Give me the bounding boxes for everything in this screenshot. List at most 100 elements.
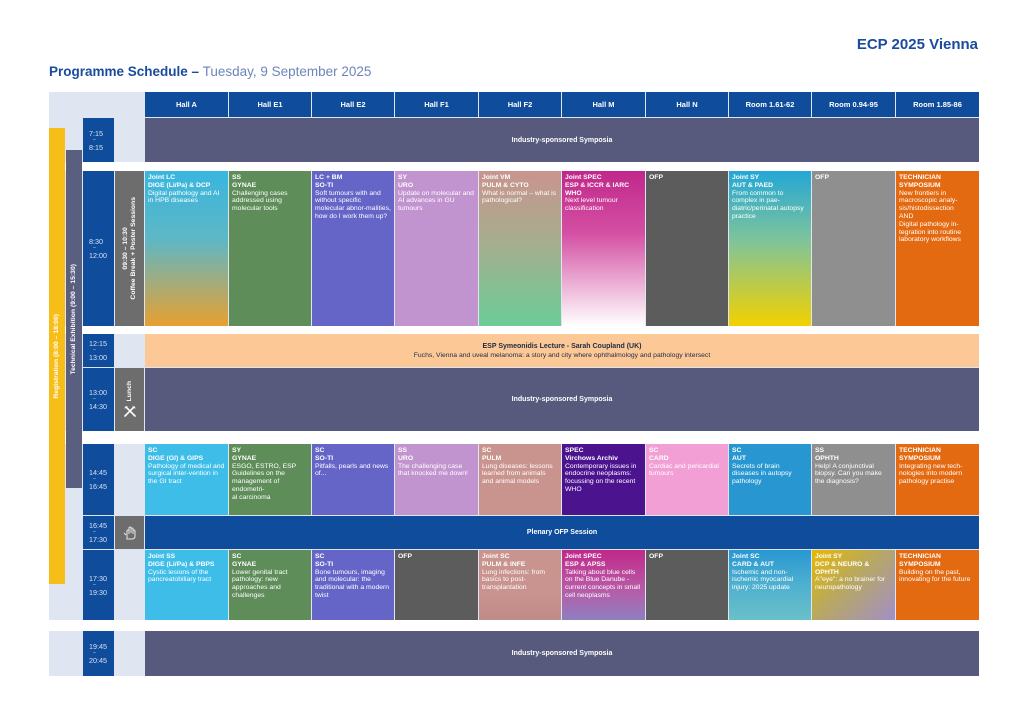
time-dash: – [93, 245, 96, 251]
session-cell[interactable]: Joint LC DIGE (Li/Pa) & DCP Digital path… [145, 171, 228, 326]
time-start: 14:45 [89, 468, 107, 477]
session-description: Help! A conjunctival biopsy. Can you mak… [815, 462, 882, 486]
session-cell[interactable]: OFP [812, 171, 895, 326]
row-separator [49, 620, 979, 631]
session-description: Cystic lesions of the pancreatobiliary t… [148, 568, 212, 584]
row-separator [49, 162, 979, 171]
session-description: The challenging case that knocked me dow… [398, 462, 468, 478]
session-tag: TECHNICIAN SYMPOSIUM [899, 174, 941, 189]
hall-header: Hall E1 [229, 92, 311, 117]
session-cell[interactable]: OFP [395, 550, 478, 620]
session-cell[interactable]: SC CARD Cardiac and pericardial tumours [646, 444, 728, 515]
session-tag: Joint SC PULM & INFE [482, 553, 526, 568]
hall-header: Room 1.85-86 [896, 92, 979, 117]
page-title: Programme Schedule – Tuesday, 9 Septembe… [49, 64, 371, 79]
time-end: 13:00 [89, 353, 107, 362]
session-tag: SPEC Virchows Archiv [565, 447, 618, 462]
session-tag: TECHNICIAN SYMPOSIUM [899, 553, 941, 568]
session-cell[interactable]: Joint SPEC ESP & APSS Talking about blue… [562, 550, 645, 620]
hall-header: Hall N [646, 92, 728, 117]
session-tag: SC SO-TI [315, 553, 334, 568]
time-slot: 16:45 – 17:30 [83, 516, 114, 549]
session-cell[interactable]: Joint SC CARD & AUT Ischemic and non-isc… [729, 550, 811, 620]
hand-raise-icon [123, 525, 135, 539]
time-slot: 8:30 – 12:00 [83, 171, 114, 326]
registration-label: Registration (8:00 – 18:00) [53, 313, 60, 399]
session-cell[interactable]: Joint SY DCP & NEURO & OPHTH A"eye": a n… [812, 550, 895, 620]
session-description: From common to complex in pae-diatric/pe… [732, 189, 804, 220]
session-cell[interactable]: SS URO The challenging case that knocked… [395, 444, 478, 515]
hall-header: Hall F2 [479, 92, 561, 117]
time-end: 16:45 [89, 482, 107, 491]
brand-title: ECP 2025 Vienna [856, 36, 978, 53]
session-description: Lung diseases: lessons learned from anim… [482, 462, 553, 486]
session-cell[interactable]: LC + BM SO-TI Soft tumours with and with… [312, 171, 394, 326]
time-dash: – [93, 529, 96, 535]
session-cell[interactable]: TECHNICIAN SYMPOSIUM New frontiers in ma… [896, 171, 979, 326]
time-slot: 13:00 – 14:30 [83, 368, 114, 431]
session-cell[interactable]: Joint VM PULM & CYTO What is normal – wh… [479, 171, 561, 326]
session-description: Soft tumours with and without specific m… [315, 189, 391, 220]
time-slot: 17:30 – 19:30 [83, 550, 114, 620]
session-tag: SS OPHTH [815, 447, 839, 462]
session-description: Ischemic and non-ischemic myocardial inj… [732, 568, 794, 592]
session-tag: SC DIGE (GI) & GIPS [148, 447, 204, 462]
page-title-strong: Programme Schedule – [49, 64, 200, 79]
time-slot: 7:15 – 8:15 [83, 118, 114, 162]
exhibition-band: Technical Exhibition (9:00 – 15:30) [66, 150, 82, 488]
session-cell[interactable]: SC SO-TI Bone tumours, imaging and molec… [312, 550, 394, 620]
time-end: 8:15 [89, 142, 103, 152]
session-tag: Joint SC CARD & AUT [732, 553, 775, 568]
session-cell[interactable]: OFP [646, 171, 728, 326]
hall-header: Hall E2 [312, 92, 394, 117]
session-cell[interactable]: OFP [646, 550, 728, 620]
session-description: What is normal – what is pathological? [482, 189, 557, 205]
hall-header: Hall M [562, 92, 645, 117]
plenary-icon-band [115, 516, 144, 549]
session-cell[interactable]: SY GYNAE ESGO, ESTRO, ESP Guidelines on … [229, 444, 311, 515]
industry-symposia-row: Industry-sponsored Symposia [145, 368, 979, 431]
industry-symposia-row: Industry-sponsored Symposia [145, 118, 979, 162]
session-cell[interactable]: SC GYNAE Lower genital tract pathology: … [229, 550, 311, 620]
session-tag: SC SO-TI [315, 447, 334, 462]
session-cell[interactable]: TECHNICIAN SYMPOSIUM Building on the pas… [896, 550, 979, 620]
session-description: Lung infections: from basics to post-tra… [482, 568, 546, 592]
session-cell[interactable]: Joint SY AUT & PAED From common to compl… [729, 171, 811, 326]
lunch-label: Lunch [125, 381, 133, 402]
session-description: Digital pathology and AI in HPB diseases [148, 189, 220, 205]
session-cell[interactable]: Joint SPEC ESP & ICCR & IARC WHO Next le… [562, 171, 645, 326]
session-cell[interactable]: SY URO Update on molecular and AI advanc… [395, 171, 478, 326]
hall-header: Hall F1 [395, 92, 478, 117]
session-tag: Joint SY DCP & NEURO & OPHTH [815, 553, 870, 576]
session-description: A"eye": a no brainer for neuropathology [815, 576, 886, 592]
session-tag: LC + BM SO-TI [315, 174, 343, 189]
session-cell[interactable]: TECHNICIAN SYMPOSIUM Integrating new tec… [896, 444, 979, 515]
session-tag: SC AUT [732, 447, 746, 462]
coffee-break-band: 09:30 – 10:30 Coffee Break + Poster Sessi… [115, 171, 144, 326]
time-start: 7:15 [89, 128, 103, 138]
session-cell[interactable]: SC DIGE (GI) & GIPS Pathology of medical… [145, 444, 228, 515]
coffee-text: Coffee Break + Poster Sessions [129, 197, 137, 300]
session-cell[interactable]: SS OPHTH Help! A conjunctival biopsy. Ca… [812, 444, 895, 515]
session-description: Bone tumours, imaging and molecular: the… [315, 568, 390, 599]
session-tag: SS GYNAE [232, 174, 257, 189]
session-cell[interactable]: SC AUT Secrets of brain diseases in auto… [729, 444, 811, 515]
session-cell[interactable]: SS GYNAE Challenging cases addressed usi… [229, 171, 311, 326]
time-slot: 14:45 – 16:45 [83, 444, 114, 515]
session-tag: Joint SS DIGE (Li/Pa) & PBPS [148, 553, 215, 568]
hall-header: Room 1.61-62 [729, 92, 811, 117]
registration-band: Registration (8:00 – 18:00) [49, 128, 65, 584]
session-description: Lower genital tract pathology: new appro… [232, 568, 288, 599]
session-description: Integrating new tech-nologies into moder… [899, 462, 963, 486]
session-description: Update on molecular and AI advances in G… [398, 189, 474, 213]
session-cell[interactable]: SC SO-TI Pitfalls, pearls and news of... [312, 444, 394, 515]
time-dash: – [93, 396, 96, 402]
exhibition-label: Technical Exhibition (9:00 – 15:30) [70, 263, 77, 375]
page-title-date: Tuesday, 9 September 2025 [199, 64, 372, 79]
hall-header: Room 0.94-95 [812, 92, 895, 117]
session-description: Pathology of medical and surgical inter-… [148, 462, 225, 486]
session-cell[interactable]: SPEC Virchows Archiv Contemporary issues… [562, 444, 645, 515]
session-cell[interactable]: Joint SC PULM & INFE Lung infections: fr… [479, 550, 561, 620]
session-cell[interactable]: Joint SS DIGE (Li/Pa) & PBPS Cystic lesi… [145, 550, 228, 620]
session-cell[interactable]: SC PULM Lung diseases: lessons learned f… [479, 444, 561, 515]
